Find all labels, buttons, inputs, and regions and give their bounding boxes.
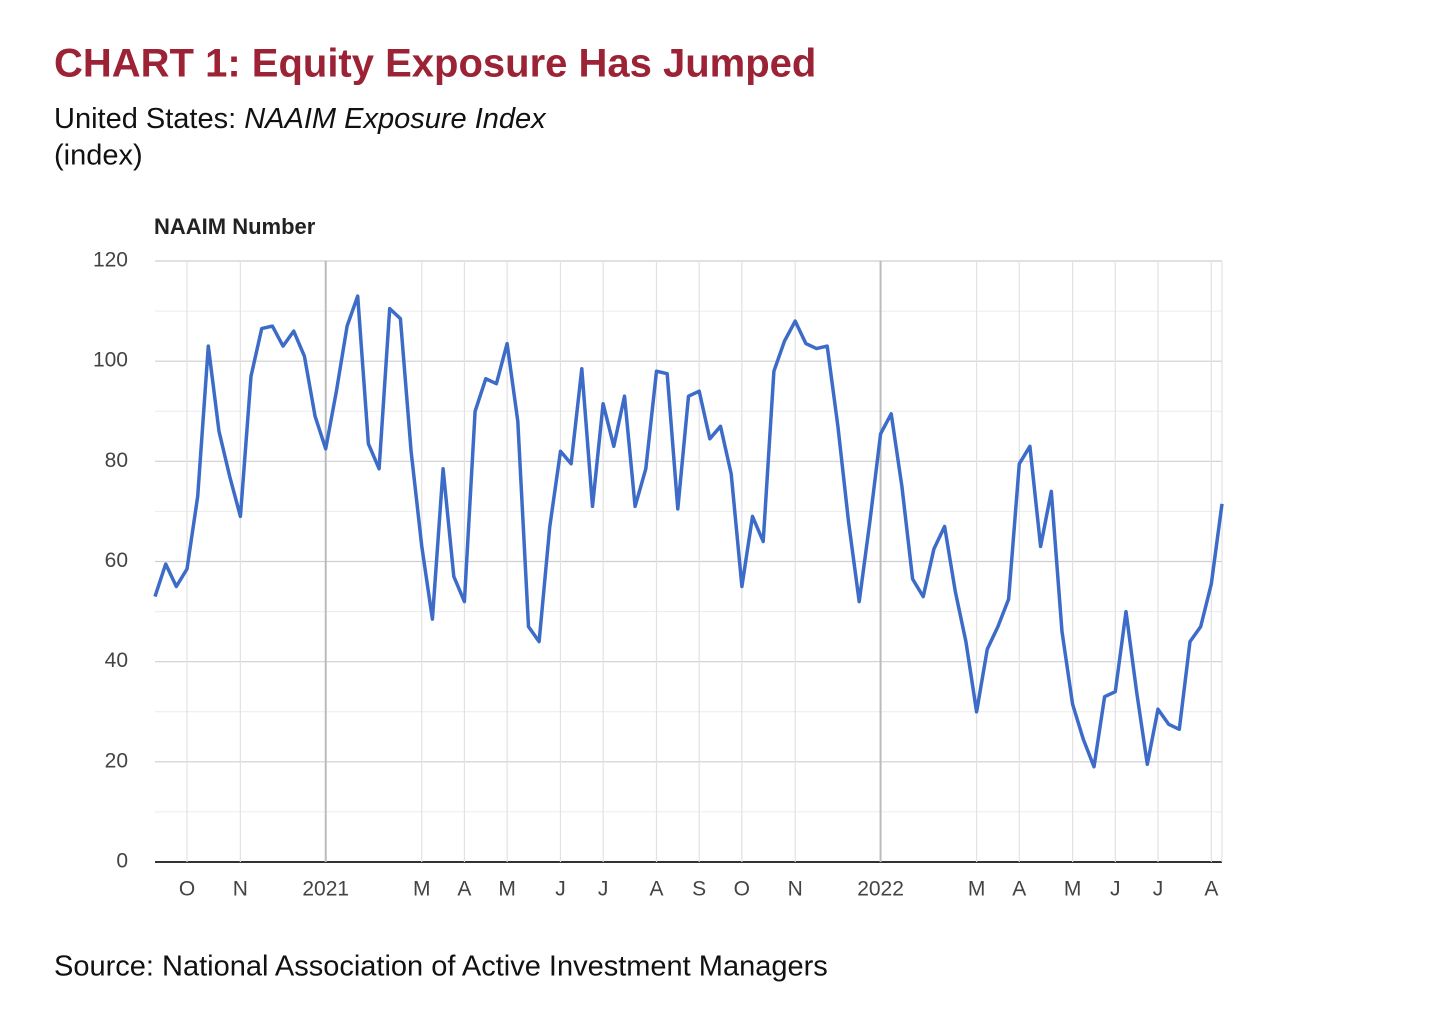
x-tick-label: N (233, 878, 248, 901)
y-tick-label: 40 (105, 649, 128, 672)
x-tick-label: A (1012, 878, 1026, 901)
y-tick-label: 120 (93, 249, 128, 272)
x-tick-label: J (555, 878, 566, 901)
x-tick-label: J (598, 878, 609, 901)
x-tick-label: M (1064, 878, 1082, 901)
source: Source: National Association of Active I… (54, 951, 828, 983)
subtitle-part: United States: (54, 103, 244, 135)
y-tick-label: 100 (93, 349, 128, 372)
x-tick-label: O (734, 878, 750, 901)
chart-subtitle: United States: NAAIM Exposure Index (54, 103, 547, 135)
x-tick-label: A (457, 878, 471, 901)
x-tick-label: A (649, 878, 663, 901)
x-tick-label: S (692, 878, 706, 901)
x-tick-label: M (968, 878, 986, 901)
x-tick-label: O (179, 878, 195, 901)
units: (index) (54, 140, 143, 172)
x-tick-label: M (413, 878, 431, 901)
x-tick-label: J (1153, 878, 1164, 901)
subtitle-part: NAAIM Exposure Index (244, 103, 547, 135)
y-tick-label: 0 (116, 850, 128, 873)
line-series (153, 294, 1224, 769)
x-tick-label: J (1110, 878, 1121, 901)
y-tick-label: 60 (105, 549, 128, 572)
x-tick-label: N (788, 878, 803, 901)
x-tick-label: M (498, 878, 516, 901)
x-tick-label: A (1204, 878, 1218, 901)
chart-title: CHART 1: Equity Exposure Has Jumped (54, 42, 816, 86)
x-tick-label: 2022 (857, 878, 904, 901)
y-axis-title: NAAIM Number (154, 214, 316, 239)
y-tick-label: 20 (105, 749, 128, 772)
y-tick-label: 80 (105, 449, 128, 472)
x-tick-label: 2021 (302, 878, 349, 901)
